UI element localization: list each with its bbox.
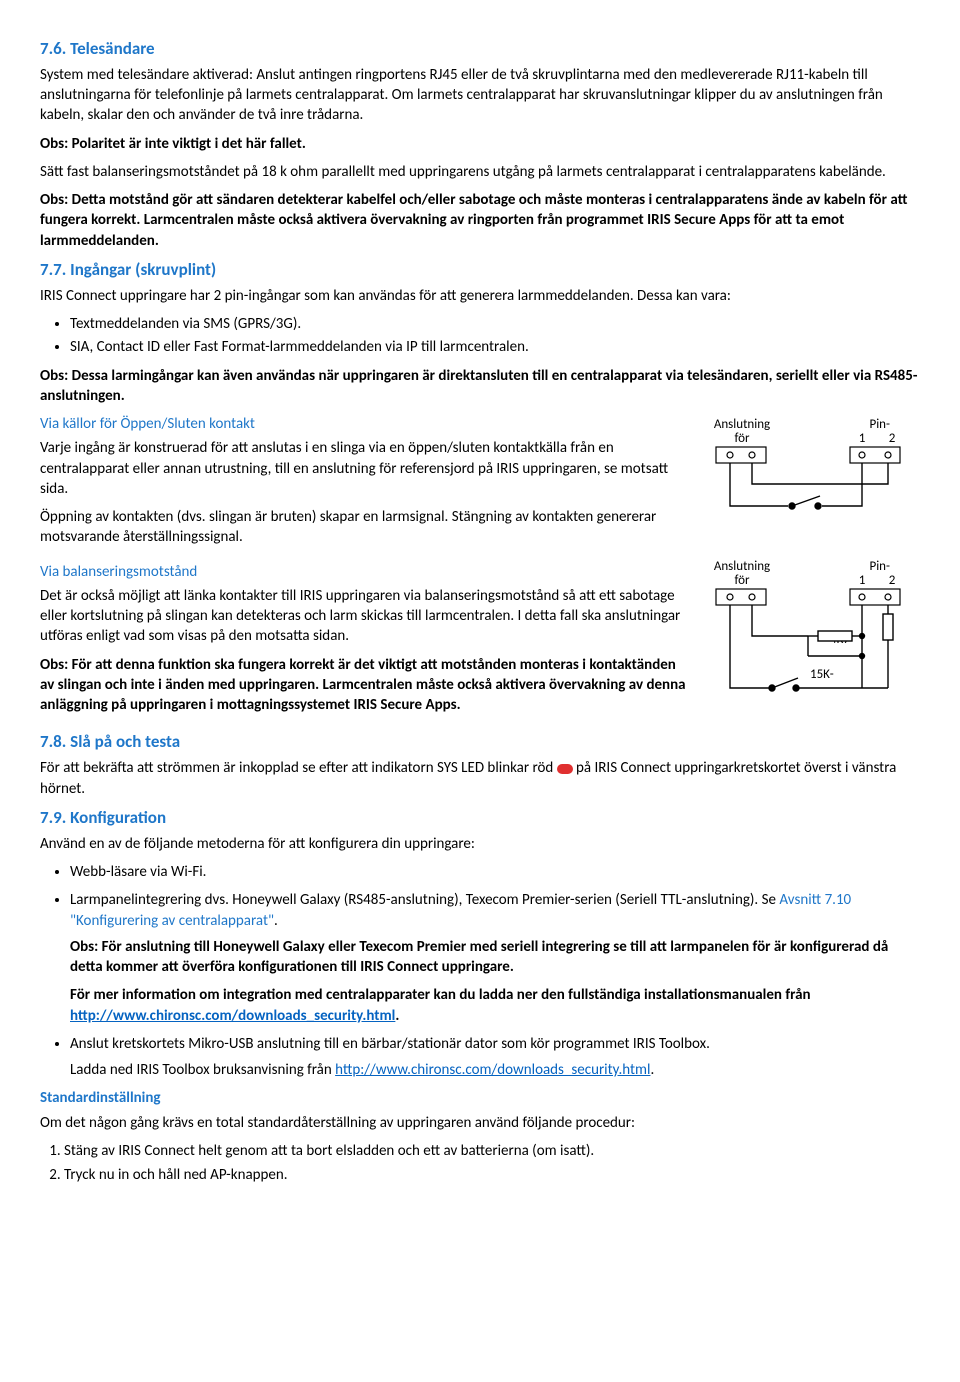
diagram-label: Pin-	[869, 559, 890, 574]
list-item: Textmeddelanden via SMS (GPRS/3G).	[70, 314, 920, 334]
text: .	[650, 1061, 654, 1079]
paragraph: Sätt fast balanseringsmotståndet på 18 k…	[40, 162, 920, 182]
diagram-label: Pin-	[869, 417, 890, 432]
diagram-label: 2	[889, 431, 896, 446]
list-item: SIA, Contact ID eller Fast Format-larmme…	[70, 337, 920, 357]
note: Obs: För anslutning till Honeywell Galax…	[70, 937, 920, 978]
text: .	[274, 912, 278, 930]
diagram-label: 15K-	[810, 667, 834, 682]
download-link[interactable]: http://www.chironsc.com/downloads_securi…	[335, 1061, 650, 1079]
heading-7.9: 7.9. Konfiguration	[40, 807, 920, 830]
diagram-label: för	[734, 573, 750, 588]
note: För mer information om integration med c…	[70, 985, 920, 1026]
bullet-list: Larmpanelintegrering dvs. Honeywell Gala…	[40, 890, 920, 1080]
diagram-sense-resistor: Anslutning för Pin- 1 2 4K7 15K-	[700, 556, 920, 706]
list-item: Anslut kretskortets Mikro-USB anslutning…	[70, 1034, 920, 1081]
paragraph: IRIS Connect uppringare har 2 pin-ingång…	[40, 286, 920, 306]
diagram-open-closed: Anslutning för Pin- 1 2	[700, 414, 920, 524]
note: Obs: Dessa larmingångar kan även använda…	[40, 366, 920, 407]
text: För att bekräfta att strömmen är inkoppl…	[40, 759, 557, 777]
text: .	[395, 1007, 399, 1025]
paragraph: Använd en av de följande metoderna för a…	[40, 834, 920, 854]
list-item: Larmpanelintegrering dvs. Honeywell Gala…	[70, 890, 920, 1026]
paragraph: Ladda ned IRIS Toolbox bruksanvisning fr…	[70, 1060, 920, 1080]
download-link[interactable]: http://www.chironsc.com/downloads_securi…	[70, 1007, 395, 1025]
text: För mer information om integration med c…	[70, 986, 811, 1004]
paragraph: Om det någon gång krävs en total standar…	[40, 1113, 920, 1133]
text: Ladda ned IRIS Toolbox bruksanvisning fr…	[70, 1061, 335, 1079]
text: Larmpanelintegrering dvs. Honeywell Gala…	[70, 891, 779, 909]
text: Anslut kretskortets Mikro-USB anslutning…	[70, 1035, 710, 1053]
diagram-label: Anslutning	[714, 417, 770, 432]
paragraph: För att bekräfta att strömmen är inkoppl…	[40, 758, 920, 799]
list-item: Tryck nu in och håll ned AP-knappen.	[64, 1165, 920, 1185]
diagram-label: för	[734, 431, 750, 446]
diagram-label: Anslutning	[714, 559, 770, 574]
led-icon	[557, 764, 573, 774]
bullet-list: Webb-läsare via Wi-Fi.	[40, 862, 920, 882]
list-item: Webb-läsare via Wi-Fi.	[70, 862, 920, 882]
diagram-label: 2	[889, 573, 896, 588]
heading-7.6: 7.6. Telesändare	[40, 38, 920, 61]
heading-7.8: 7.8. Slå på och testa	[40, 731, 920, 754]
list-item: Stäng av IRIS Connect helt genom att ta …	[64, 1141, 920, 1161]
note: Obs: Detta motstånd gör att sändaren det…	[40, 190, 920, 251]
note: Obs: Polaritet är inte viktigt i det här…	[40, 134, 920, 154]
bullet-list: Textmeddelanden via SMS (GPRS/3G). SIA, …	[40, 314, 920, 358]
paragraph: System med telesändare aktiverad: Anslut…	[40, 65, 920, 126]
heading-7.7: 7.7. Ingångar (skruvplint)	[40, 259, 920, 282]
numbered-list: Stäng av IRIS Connect helt genom att ta …	[40, 1141, 920, 1186]
diagram-label: 1	[859, 573, 866, 588]
subheading-standard: Standardinställning	[40, 1088, 920, 1108]
diagram-label: 1	[859, 431, 866, 446]
